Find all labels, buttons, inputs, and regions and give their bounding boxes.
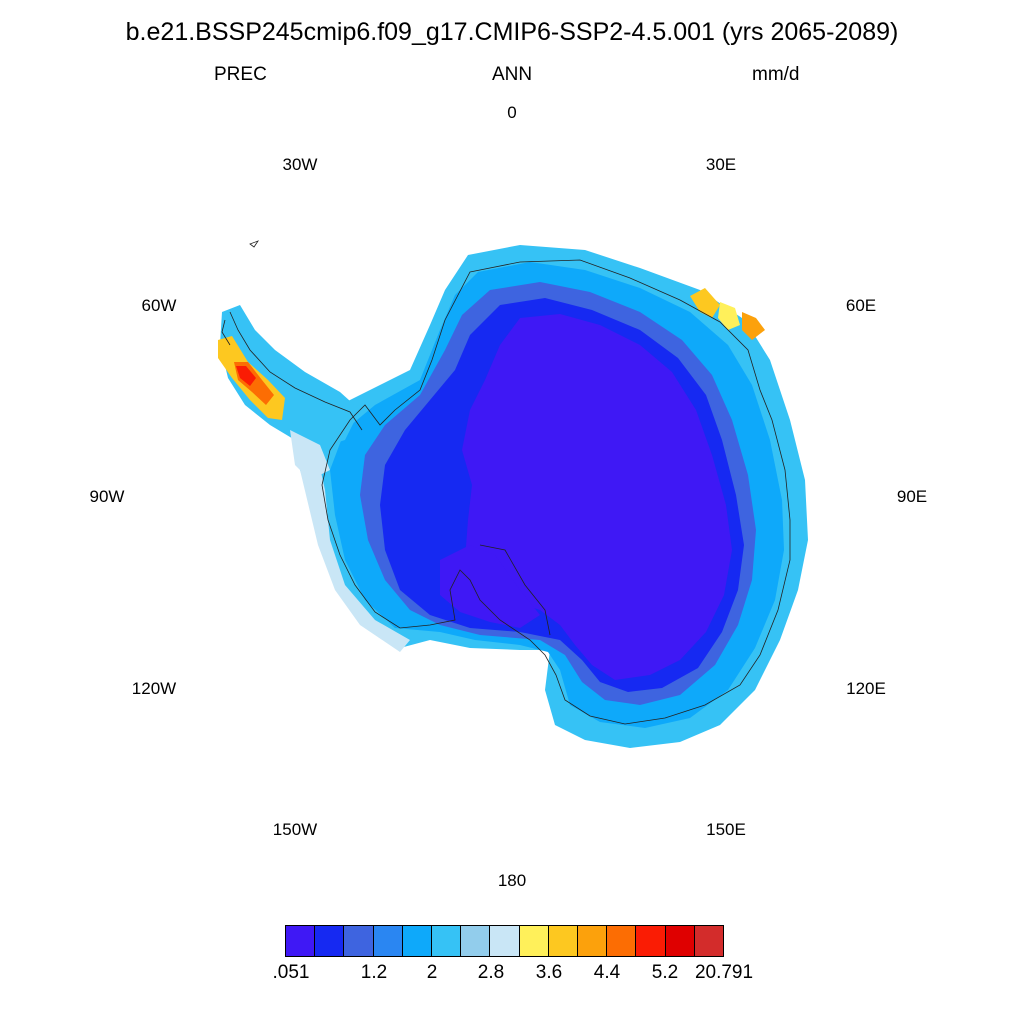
colorbar-box — [490, 926, 520, 956]
colorbar-label: 4.4 — [593, 962, 621, 983]
colorbar-box — [665, 926, 695, 956]
colorbar-box — [461, 926, 491, 956]
east-coast-yellow — [690, 288, 720, 318]
east-coast-orange — [742, 312, 765, 340]
colorbar-box — [286, 926, 316, 956]
lon-label-90e: 90E — [896, 487, 928, 506]
colorbar-label: 5.2 — [651, 962, 679, 983]
colorbar-box — [607, 926, 637, 956]
island-fragment — [249, 240, 260, 248]
lon-label-60e: 60E — [845, 296, 877, 315]
peninsula-pale — [290, 430, 330, 480]
colorbar-box — [694, 926, 724, 956]
interior-plateau — [462, 314, 732, 680]
season-label: ANN — [491, 64, 533, 85]
colorbar-box — [578, 926, 608, 956]
coastline-peninsula — [221, 311, 363, 431]
colorbar-label: 2 — [426, 962, 438, 983]
units-label: mm/d — [752, 64, 800, 85]
lon-label-120e: 120E — [846, 679, 886, 698]
colorbar-box — [315, 926, 345, 956]
lon-label-180: 180 — [497, 871, 527, 890]
east-coast-pale-yellow — [718, 302, 740, 330]
ross-ice-region — [440, 545, 540, 628]
lon-label-60w: 60W — [141, 296, 177, 315]
plot-title: b.e21.BSSP245cmip6.f09_g17.CMIP6-SSP2-4.… — [125, 18, 899, 46]
colorbar-box — [519, 926, 549, 956]
variable-label: PREC — [214, 64, 267, 85]
coastline-main — [321, 259, 791, 725]
colorbar — [285, 925, 724, 957]
colorbar-box — [548, 926, 579, 956]
colorbar-box — [402, 926, 433, 956]
lon-label-150w: 150W — [272, 820, 318, 839]
lon-label-0: 0 — [507, 103, 517, 122]
colorbar-box — [344, 926, 374, 956]
lon-label-30w: 30W — [282, 155, 318, 174]
colorbar-label: 2.8 — [477, 962, 505, 983]
colorbar-label: 3.6 — [535, 962, 563, 983]
lon-label-120w: 120W — [131, 679, 177, 698]
colorbar-label: .051 — [272, 962, 310, 983]
peninsula-field — [220, 305, 360, 448]
colorbar-label: 1.2 — [360, 962, 388, 983]
lon-label-90w: 90W — [89, 487, 125, 506]
colorbar-box — [432, 926, 462, 956]
lon-label-30e: 30E — [705, 155, 737, 174]
coastline — [221, 240, 791, 725]
peninsula-red — [236, 366, 256, 386]
coastline-ross — [479, 544, 551, 636]
colorbar-box — [636, 926, 666, 956]
lon-label-150e: 150E — [706, 820, 746, 839]
colorbar-box — [373, 926, 403, 956]
precip-field — [218, 245, 808, 748]
colorbar-label: 20.791 — [694, 962, 754, 983]
